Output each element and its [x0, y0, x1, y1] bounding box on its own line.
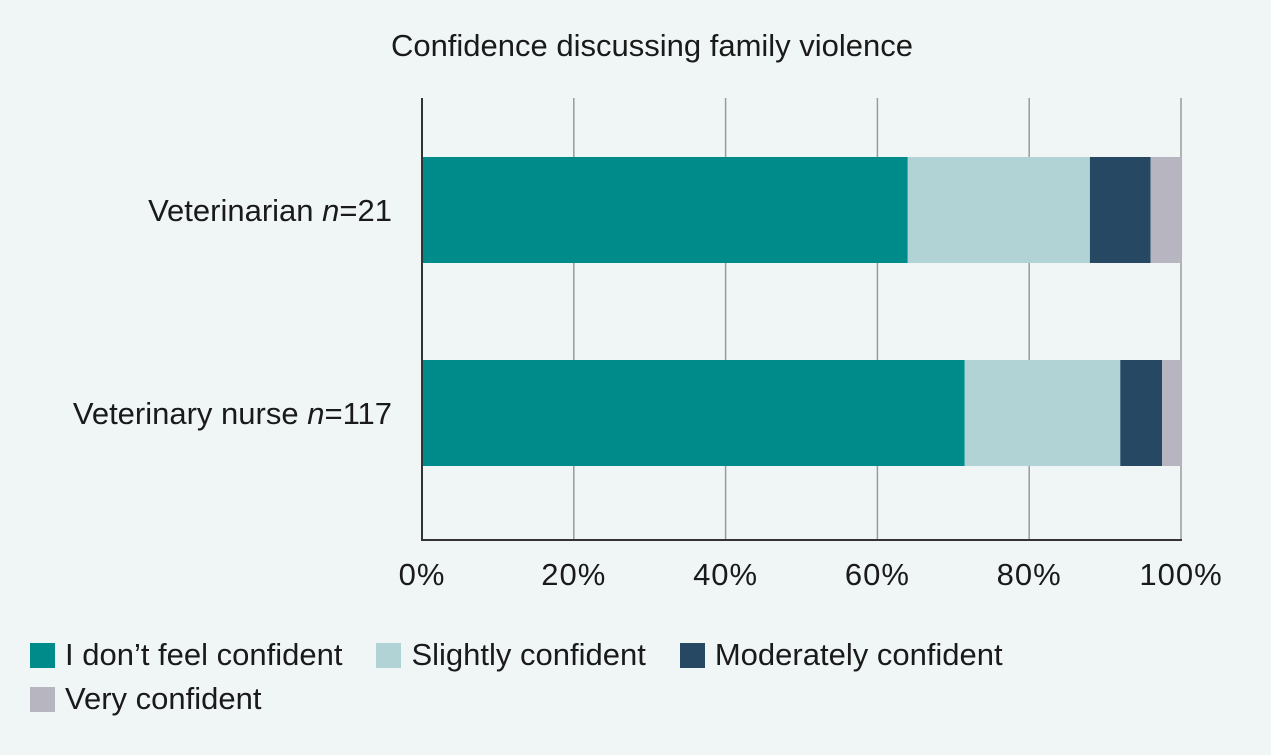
category-label: Veterinary nurse n=117	[73, 396, 392, 431]
x-tick-label: 40%	[693, 557, 758, 592]
legend-swatch	[679, 642, 705, 668]
legend-swatch	[30, 686, 55, 712]
bar-segment	[422, 360, 965, 466]
sample-size-value: =117	[324, 396, 392, 431]
x-tick-label: 100%	[1139, 557, 1222, 592]
axes	[421, 98, 1182, 541]
bar-segment	[1120, 360, 1163, 466]
category-name: Veterinary nurse	[73, 396, 307, 431]
legend-item: I don’t feel confident	[30, 636, 342, 674]
sample-size-symbol: n	[307, 396, 324, 431]
legend-label: Slightly confident	[411, 637, 646, 672]
legend: I don’t feel confident Slightly confident…	[30, 636, 1250, 718]
legend-label: Moderately confident	[714, 637, 1003, 672]
legend-label: Very confident	[65, 681, 262, 716]
bar-segment	[1162, 360, 1181, 466]
sample-size-symbol: n	[322, 193, 339, 228]
legend-swatch	[30, 642, 55, 668]
x-tick-label: 0%	[399, 557, 446, 592]
legend-swatch	[376, 642, 402, 668]
stacked-bar-chart: Confidence discussing family violence Ve…	[73, 28, 1222, 592]
bar-segment	[1089, 157, 1151, 263]
x-tick-label: 60%	[845, 557, 910, 592]
chart-title: Confidence discussing family violence	[391, 28, 913, 63]
sample-size-value: =21	[339, 193, 392, 228]
legend-label: I don’t feel confident	[65, 637, 343, 672]
legend-item: Moderately confident	[679, 636, 1003, 674]
bars	[422, 157, 1181, 466]
category-name: Veterinarian	[148, 193, 322, 228]
legend-item: Slightly confident	[376, 636, 646, 674]
x-tick-label: 80%	[997, 557, 1062, 592]
bar-segment	[422, 157, 908, 263]
legend-item: Very confident	[30, 680, 261, 718]
bar-segment	[1150, 157, 1181, 263]
bar-segment	[964, 360, 1121, 466]
x-tick-label: 20%	[541, 557, 606, 592]
category-label: Veterinarian n=21	[148, 193, 392, 228]
bar-segment	[907, 157, 1090, 263]
x-tick-labels: 0% 20% 40% 60% 80% 100%	[399, 557, 1222, 592]
